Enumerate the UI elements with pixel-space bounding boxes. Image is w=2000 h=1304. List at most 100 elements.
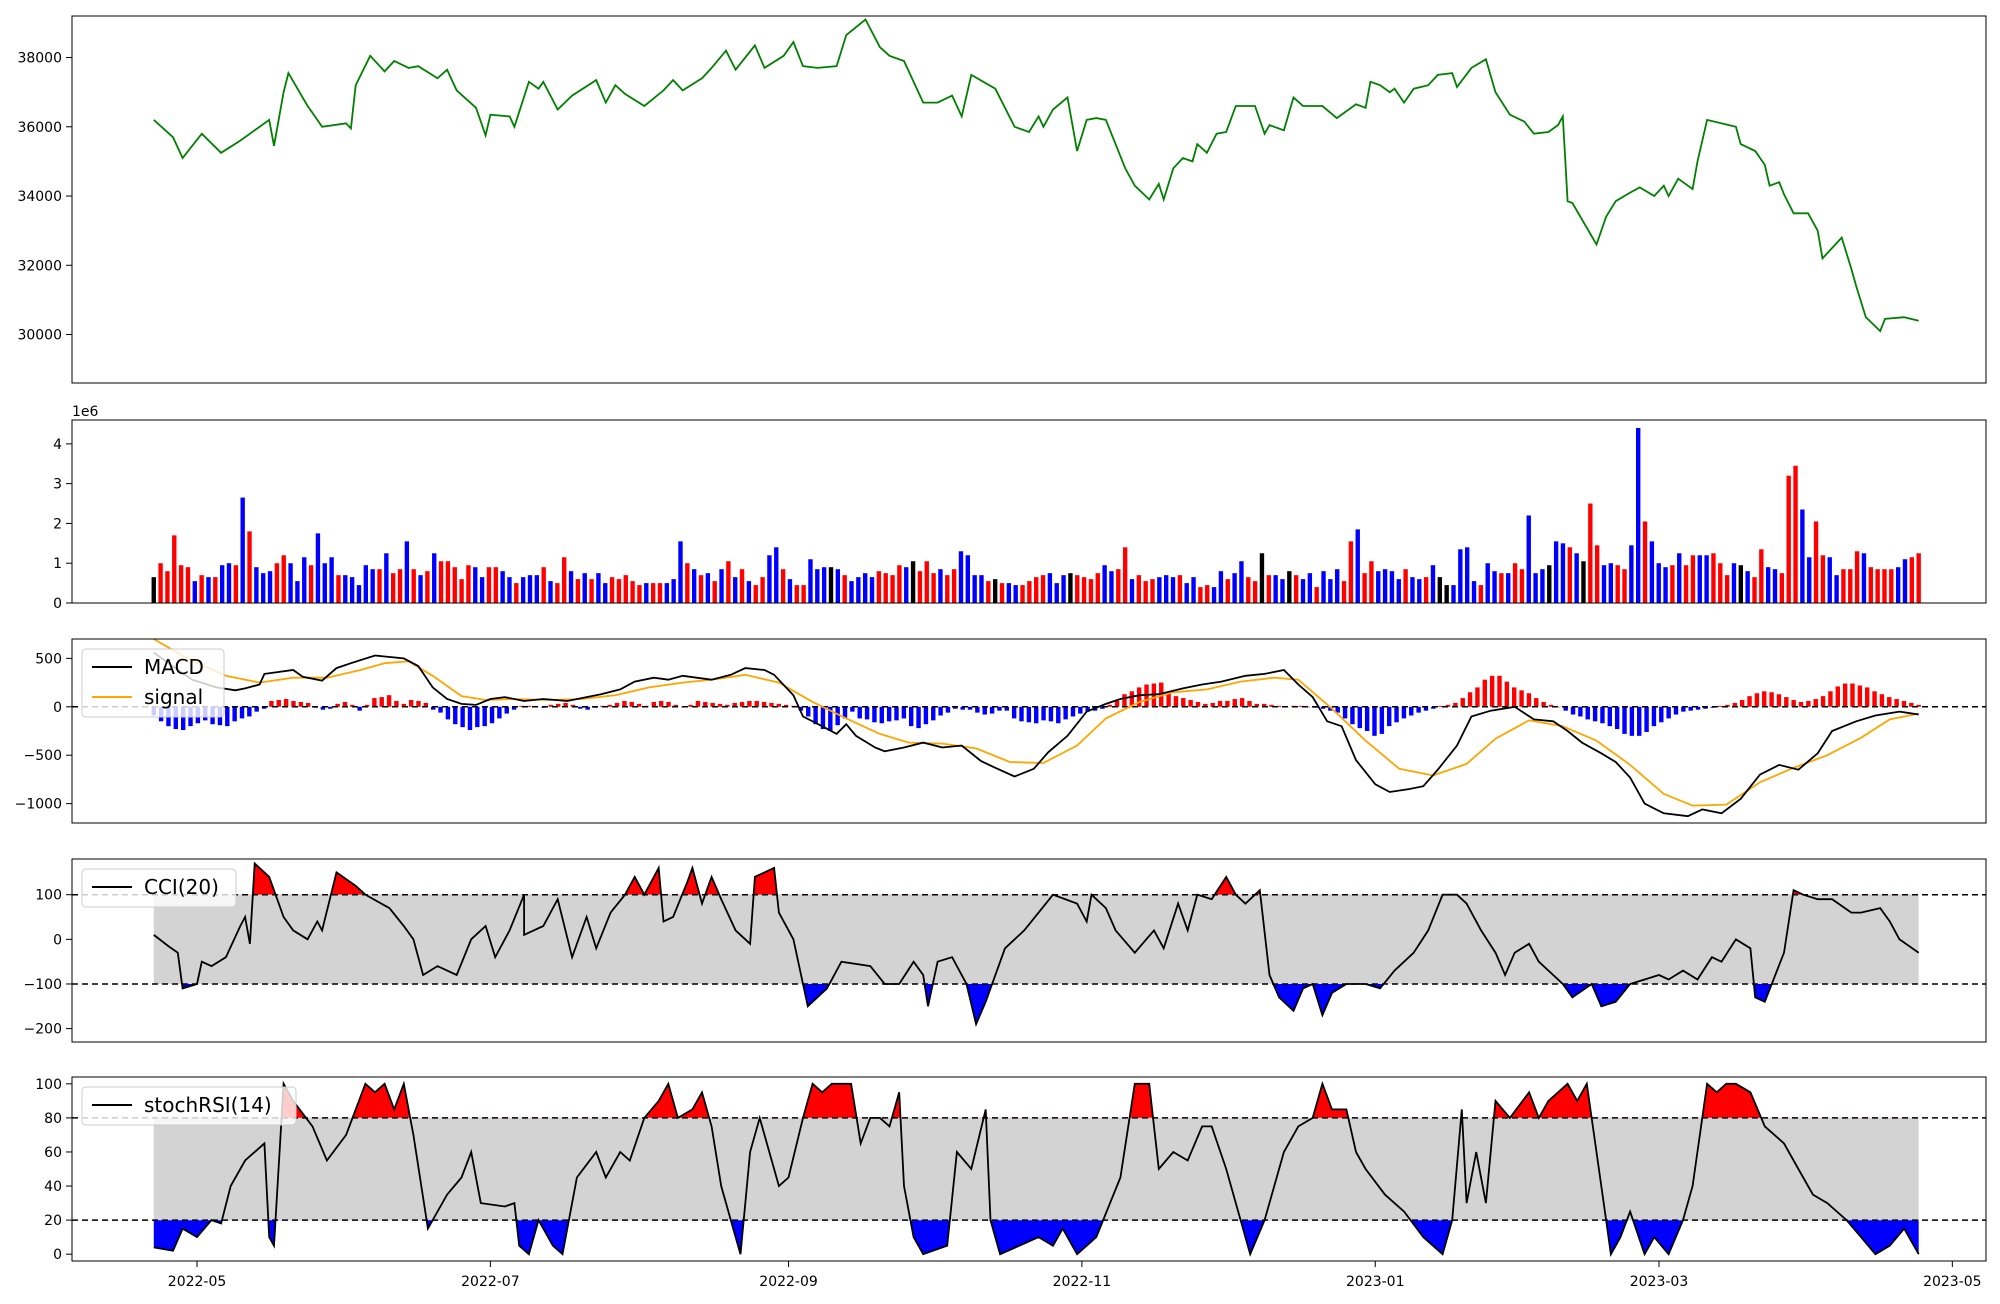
band-fill xyxy=(153,1117,1919,1221)
macd-hist-bar xyxy=(247,706,252,717)
macd-hist-bar xyxy=(754,700,759,707)
volume-bar xyxy=(1724,575,1730,603)
volume-bar xyxy=(1006,583,1012,603)
volume-bar xyxy=(1854,551,1860,603)
macd-hist-bar xyxy=(1784,697,1789,707)
volume-bar xyxy=(746,581,752,603)
y-tick-label: −500 xyxy=(24,748,62,764)
y-tick-label: 100 xyxy=(35,1077,62,1093)
volume-bar xyxy=(753,585,758,603)
macd-hist-bar xyxy=(1857,685,1863,707)
macd-hist-bar xyxy=(651,701,657,707)
volume-bar xyxy=(1553,541,1559,603)
macd-hist-bar xyxy=(1320,706,1326,709)
macd-hist-bar xyxy=(570,704,576,707)
volume-bar xyxy=(1191,577,1196,603)
volume-bar xyxy=(1601,565,1607,603)
oversold-fill xyxy=(153,1220,1919,1255)
volume-bar xyxy=(876,571,882,603)
volume-bar xyxy=(1485,563,1490,603)
macd-hist-bar xyxy=(1239,698,1245,707)
volume-bar xyxy=(1704,555,1709,603)
x-tick-label: 2023-03 xyxy=(1630,1274,1689,1290)
y-tick-label: 36000 xyxy=(17,120,62,136)
cci-panel: −200 −100 0 100 CCI(20) xyxy=(24,858,1987,1043)
volume-bar xyxy=(507,577,512,603)
y-tick-label: 60 xyxy=(44,1145,62,1161)
volume-bar xyxy=(1533,573,1538,603)
volume-bar xyxy=(767,555,772,603)
macd-hist-bar xyxy=(453,706,458,725)
macd-hist-bar xyxy=(1739,700,1745,707)
macd-hist-bar xyxy=(1159,682,1164,707)
macd-hist-bar xyxy=(261,706,267,709)
volume-bar xyxy=(780,569,786,603)
volume-bar xyxy=(397,569,403,603)
volume-bar xyxy=(589,579,594,603)
volume-bar xyxy=(1683,565,1689,603)
macd-hist-bar xyxy=(460,706,465,728)
volume-bar xyxy=(459,579,464,603)
macd-hist-bar xyxy=(1725,704,1730,707)
volume-bar xyxy=(1902,559,1908,603)
volume-bar xyxy=(1861,553,1867,603)
macd-hist-bar xyxy=(1769,692,1774,707)
y-tick-label: −1000 xyxy=(15,797,62,813)
macd-hist-bar xyxy=(283,699,289,707)
macd-hist-bar xyxy=(1747,696,1752,707)
volume-bar xyxy=(719,569,724,603)
volume-bar xyxy=(1075,575,1080,603)
volume-bar xyxy=(1430,565,1436,603)
macd-hist-bar xyxy=(1328,706,1333,711)
volume-bar xyxy=(1560,543,1566,603)
y-tick-label: 1 xyxy=(53,556,62,572)
macd-hist-bar xyxy=(1107,704,1112,707)
volume-bar xyxy=(1444,585,1449,603)
volume-bar xyxy=(1047,573,1053,603)
macd-hist-bar xyxy=(1173,696,1179,707)
volume-bar xyxy=(774,547,779,603)
x-tick-label: 2022-05 xyxy=(168,1274,227,1290)
macd-hist-bar xyxy=(908,706,914,727)
volume-bar xyxy=(452,567,457,603)
volume-bar xyxy=(1731,563,1737,603)
macd-line xyxy=(153,651,1919,818)
macd-hist-bar xyxy=(180,706,186,731)
volume-bar xyxy=(1868,567,1873,603)
macd-hist-bar xyxy=(1232,699,1237,707)
volume-bar xyxy=(302,557,307,603)
volume-bar xyxy=(712,581,717,603)
macd-hist-bar xyxy=(556,703,561,707)
macd-hist-bar xyxy=(1570,706,1576,715)
y-tick-label: 38000 xyxy=(17,51,62,67)
volume-bar xyxy=(1745,571,1750,603)
volume-bar xyxy=(288,563,293,603)
volume-bar xyxy=(514,583,519,603)
macd-hist-bar xyxy=(1901,700,1907,707)
macd-hist-bar xyxy=(364,704,370,707)
macd-hist-bar xyxy=(1637,706,1642,736)
y-tick-label: 34000 xyxy=(17,189,62,205)
volume-bar xyxy=(842,575,847,603)
volume-bar xyxy=(1287,571,1292,603)
macd-hist-bar xyxy=(1225,700,1230,707)
macd-hist-bar xyxy=(806,706,811,717)
macd-hist-bar xyxy=(1504,681,1510,707)
volume-bar xyxy=(1314,587,1319,603)
macd-hist-bar xyxy=(578,706,583,709)
macd-hist-bar xyxy=(1673,706,1679,715)
volume-bar xyxy=(356,585,362,603)
volume-bar xyxy=(1464,547,1470,603)
macd-hist-bar xyxy=(1166,693,1171,707)
volume-bar xyxy=(1581,561,1586,603)
macd-hist-bar xyxy=(1122,694,1127,707)
macd-hist-bar xyxy=(1034,706,1039,724)
volume-bar xyxy=(500,571,505,603)
macd-hist-bar xyxy=(1659,706,1664,723)
volume-bar xyxy=(411,569,416,603)
macd-hist-bar xyxy=(1335,706,1340,713)
macd-hist-bar xyxy=(1467,692,1473,707)
macd-hist-bar xyxy=(1070,706,1076,717)
macd-hist-bar xyxy=(438,706,443,713)
volume-bar xyxy=(254,567,259,603)
